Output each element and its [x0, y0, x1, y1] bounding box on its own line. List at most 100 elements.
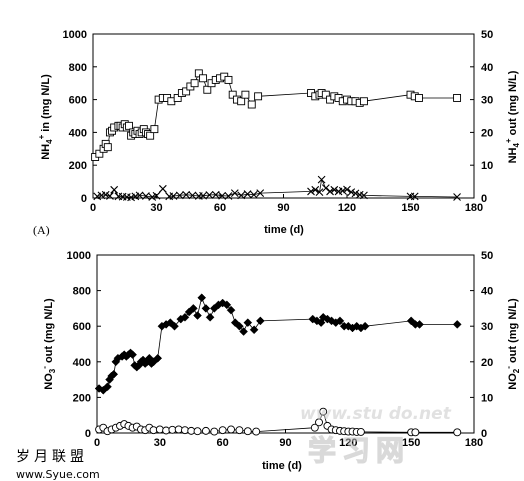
- panel-a-series-1-point: [347, 188, 356, 196]
- panel-b-series-0-point: [109, 369, 119, 379]
- panel-b-series-1-point: [218, 426, 227, 435]
- panel-b-series-0-point: [239, 327, 248, 336]
- site-name: 岁月联盟: [16, 449, 88, 465]
- panel-b-series-0-point: [193, 311, 202, 320]
- panel-a-left-tick-label: 800: [69, 62, 87, 74]
- panel-b-series-0-point: [153, 353, 163, 363]
- panel-b-x-tick-label: 0: [94, 437, 100, 449]
- panel-a-series-1-point: [142, 192, 150, 200]
- panel-a-right-tick-label: 50: [481, 29, 493, 41]
- panel-a-left-tick-label: 1000: [63, 29, 87, 41]
- panel-a-series-1-point: [410, 192, 419, 201]
- panel-a-series-1-point: [453, 193, 461, 201]
- panel-a-left-tick-label: 400: [69, 127, 87, 139]
- panel-a-series-1-point: [256, 189, 265, 197]
- panel-a-series-0-point: [224, 75, 233, 84]
- panel-a-series-0-point: [190, 79, 199, 88]
- panel-a-series-0-point: [194, 69, 203, 78]
- panel-b-series-1-point: [227, 425, 235, 434]
- watermark: www.stu do.net 学习网: [300, 404, 452, 468]
- panel-b-x-tick-label: 30: [154, 437, 166, 449]
- panel-a-right-tick-label: 20: [481, 127, 493, 139]
- panel-a-series-1-point: [199, 191, 207, 200]
- panel-b-series-1-point: [315, 418, 323, 427]
- panel-b-series-0-point: [235, 321, 244, 331]
- panel-a-x-tick-label: 30: [150, 202, 162, 214]
- panel-b: 0 30 60 90 120 150 180020040060080010000102030…: [40, 250, 521, 472]
- panel-b-right-tick-label: 10: [481, 392, 493, 404]
- panel-a-series-1-point: [205, 191, 214, 199]
- panel-a-series-0-point: [173, 94, 182, 102]
- panel-a-series-1-point: [321, 184, 330, 193]
- panel-a-series-1-point: [230, 189, 239, 197]
- panel-b-x-tick-label: 150: [402, 437, 420, 449]
- panel-b-series-0-point: [316, 318, 326, 327]
- panel-b-series-0-point: [249, 325, 259, 335]
- panel-a-series-0-point: [182, 87, 191, 96]
- watermark-logo: 学习网: [308, 434, 410, 467]
- panel-a-series-1-point: [101, 190, 110, 199]
- panel-a-x-tick-label: 180: [465, 202, 483, 214]
- panel-a-frame: [92, 33, 475, 199]
- panel-a-series-1-point: [148, 193, 157, 201]
- panel-b-series-1-point: [155, 425, 164, 434]
- panel-b-series-0-point: [406, 316, 416, 326]
- panel-a-series-0-point: [359, 97, 368, 106]
- panel-a-series-0-point: [228, 90, 237, 99]
- panel-a-series-0-point: [415, 94, 423, 102]
- panel-a-series-1-line: [97, 178, 458, 198]
- panel-a-series-0-point: [453, 94, 462, 102]
- panel-a-left-tick-label: 600: [69, 95, 87, 107]
- panel-a-series-1-point: [307, 187, 315, 196]
- panel-b-series-1-point: [210, 427, 219, 436]
- panel-b-x-tick-label: 180: [465, 437, 483, 449]
- panel-a-series-0-point: [125, 121, 133, 130]
- panel-a-right-tick-label: 40: [481, 62, 493, 74]
- panel-a-series-1-point: [237, 191, 246, 200]
- panel-a-right-tick-label: 0: [481, 193, 487, 205]
- panel-a-series-1-point: [315, 188, 324, 196]
- panel-a-series-1-point: [188, 191, 197, 200]
- panel-a-series-1-point: [330, 185, 339, 194]
- panel-a-x-tick-label: 120: [338, 202, 356, 214]
- panel-b-series-0-point: [201, 304, 211, 313]
- panel-a-left-tick-label: 200: [69, 160, 87, 172]
- panel-a-series-0-point: [150, 125, 159, 134]
- panel-b-series-1-point: [356, 427, 365, 436]
- panel-b-series-1-point: [193, 427, 202, 436]
- panel-b-series-0-point: [335, 316, 345, 326]
- panel-a-series-0-point: [95, 149, 104, 158]
- panel-b-right-tick-label: 30: [481, 321, 493, 333]
- watermark-url: www.stu do.net: [300, 404, 452, 424]
- panel-a-series-1-point: [311, 185, 320, 194]
- panel-a-series-1-point: [224, 192, 233, 200]
- panel-a-right-tick-label: 10: [481, 160, 493, 172]
- panel-a-series-1-point: [326, 187, 334, 196]
- panel-a: 0 30 60 90 120 150 180020040060080010000102030…: [33, 29, 521, 237]
- panel-b-right-tick-label: 50: [481, 250, 493, 262]
- panel-a-series-0-point: [103, 143, 112, 152]
- panel-a-series-0-point: [254, 92, 263, 101]
- panel-b-series-0-point: [312, 316, 322, 326]
- panel-b-x-axis-label: time (d): [262, 460, 302, 472]
- panel-b-series-0-point: [226, 305, 236, 315]
- panel-a-series-1-point: [243, 190, 252, 198]
- panel-b-series-0-point: [180, 312, 190, 322]
- panel-b-right-tick-label: 40: [481, 286, 493, 298]
- panel-a-series-0-point: [241, 90, 250, 99]
- panel-b-series-0-point: [103, 382, 112, 392]
- panel-b-right-tick-label: 20: [481, 357, 493, 369]
- panel-a-series-1-point: [182, 190, 191, 199]
- panel-b-series-1-point: [453, 428, 462, 437]
- panel-a-label: (A): [33, 223, 50, 237]
- panel-b-series-0-point: [170, 321, 179, 331]
- panel-b-series-0-point: [243, 318, 253, 327]
- panel-a-series-1-point: [158, 184, 167, 193]
- panel-b-left-axis-label: NO3- out (mg N/L): [40, 298, 57, 390]
- panel-b-series-0-point: [165, 318, 175, 327]
- panel-a-series-0-point: [321, 90, 330, 99]
- panel-a-series-1-point: [249, 190, 258, 199]
- panel-a-series-1-point: [135, 191, 144, 200]
- panel-b-series-0-point: [415, 320, 424, 329]
